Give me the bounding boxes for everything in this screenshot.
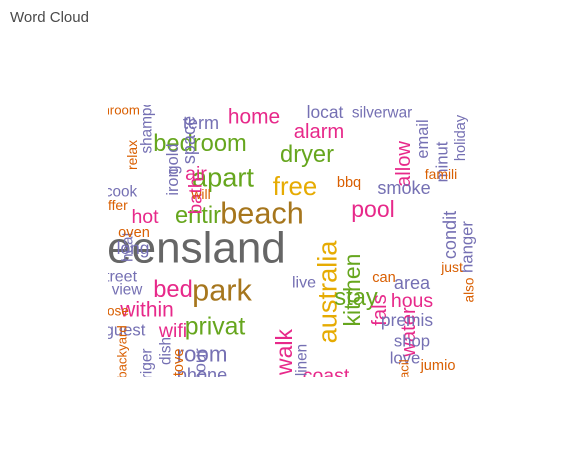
word-also: also (462, 278, 477, 303)
word-love: love (390, 349, 421, 368)
word-coast: coast (303, 365, 350, 387)
word-within: within (119, 299, 173, 322)
word-kitchen: kitchen (339, 254, 365, 327)
word-can: can (372, 270, 396, 286)
word-room: room (177, 342, 228, 367)
word-home: home (228, 106, 280, 129)
word-bed: bed (153, 277, 193, 303)
word-stove: stove (171, 349, 187, 384)
word-email: email (414, 119, 432, 158)
word-stay: stay (334, 285, 378, 311)
word-minut: minut (433, 141, 452, 182)
word-apart: apart (192, 162, 254, 193)
word-bedroom: bedroom (153, 131, 247, 157)
word-backyard: backyard (115, 325, 130, 379)
word-hot: hot (131, 206, 159, 228)
word-will: will (190, 186, 210, 202)
word-queensland: queensland (58, 224, 286, 273)
word-hour: hour (191, 348, 210, 382)
word-space: space (179, 116, 199, 164)
word-cook: cook (105, 184, 138, 201)
word-park: park (192, 273, 252, 308)
word-facil: facil (397, 359, 412, 383)
word-bathroom: bathroom (84, 103, 140, 118)
word-friger: friger (139, 349, 156, 384)
word-entir: entir (175, 203, 221, 229)
word-condit: condit (440, 211, 460, 259)
word-fals: fals (369, 294, 391, 325)
word-alarm: alarm (294, 121, 344, 143)
word-free: free (273, 173, 317, 201)
word-view: view (112, 282, 144, 299)
word-smoke: smoke (377, 178, 430, 198)
word-gold: gold (164, 144, 182, 175)
word-dryer: dryer (280, 142, 334, 168)
word-linen: linen (294, 344, 311, 376)
word-shampoo: shampoo (139, 91, 156, 154)
word-silverwar: silverwar (352, 105, 412, 122)
word-heat: heat (120, 231, 137, 262)
word-australia: australia (312, 240, 343, 344)
word-holiday: holiday (453, 114, 469, 161)
word-shop: shop (394, 332, 430, 351)
word-famili: famili (425, 166, 457, 182)
word-just: just (440, 259, 463, 275)
word-hous: hous (391, 290, 434, 312)
word-locat: locat (307, 102, 344, 122)
word-premis: premis (381, 310, 433, 330)
word-relax: relax (124, 140, 140, 170)
panel-title: Word Cloud (10, 9, 89, 26)
word-oven: oven (118, 225, 150, 241)
word-guest: guest (105, 321, 146, 340)
word-close: close (97, 304, 129, 319)
word-privat: privat (185, 314, 246, 341)
word-term: term (183, 113, 219, 133)
word-phone: phone (177, 365, 227, 385)
word-walk: walk (271, 328, 297, 376)
word-bath: bath (185, 178, 206, 215)
word-iron: iron (164, 168, 182, 195)
word-beach: beach (220, 196, 304, 231)
word-air: air (185, 163, 207, 185)
word-jumio: jumio (420, 358, 456, 374)
word-long: long (117, 238, 150, 258)
word-allow: allow (393, 141, 415, 187)
word-wifi: wifi (158, 320, 187, 342)
word-area: area (394, 273, 431, 293)
word-hanger: hanger (458, 221, 477, 273)
word-live: live (292, 275, 316, 292)
word-offer: offer (100, 197, 128, 213)
word-bbq: bbq (337, 175, 361, 191)
word-dish: dish (158, 337, 175, 365)
word-pool: pool (351, 196, 394, 222)
word-street: street (97, 269, 138, 286)
word-water: water (398, 307, 420, 358)
